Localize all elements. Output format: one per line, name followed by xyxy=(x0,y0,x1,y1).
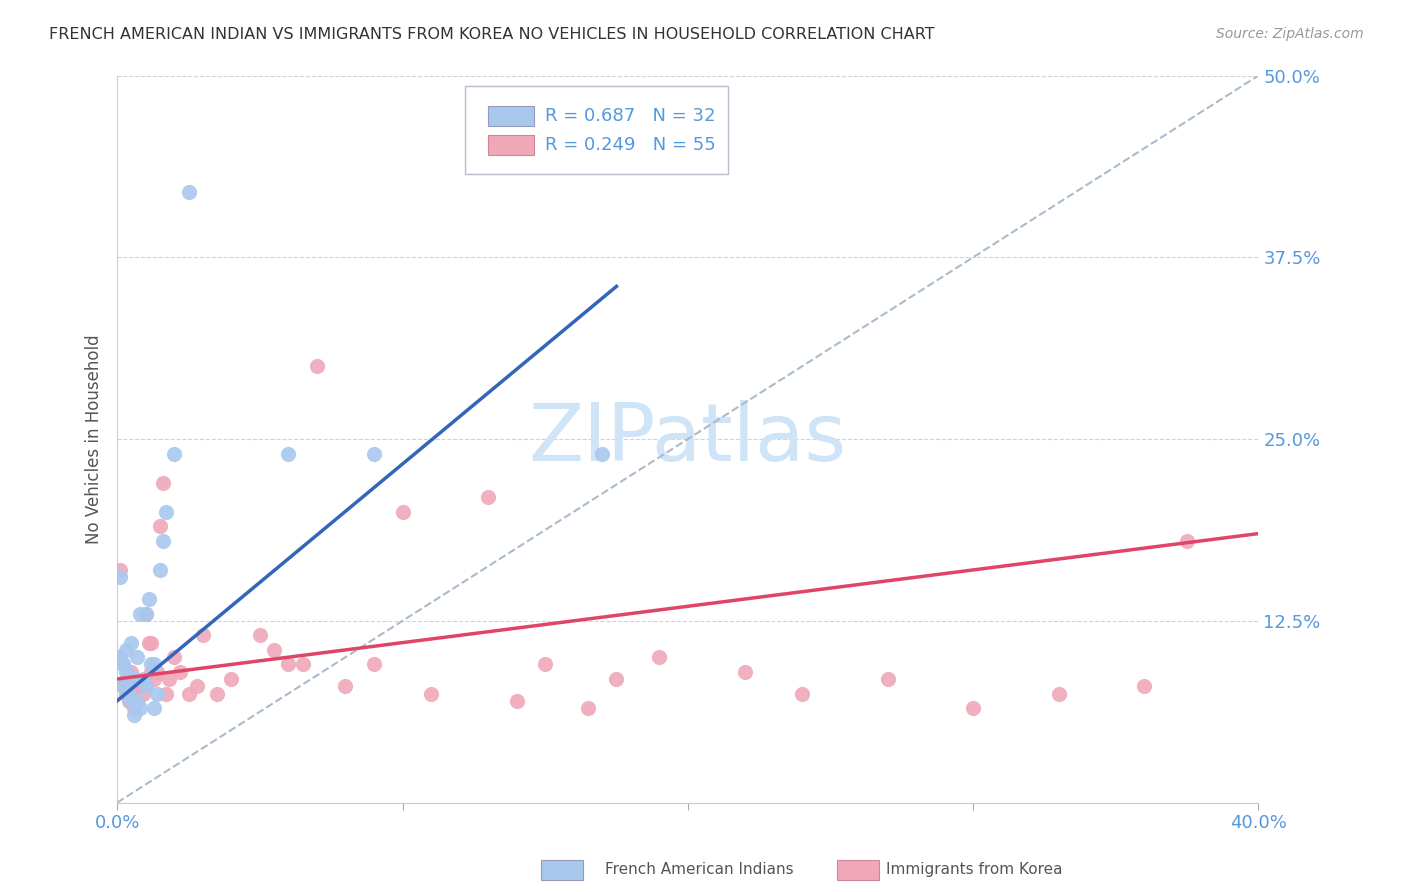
Point xyxy=(124,708,146,723)
Point xyxy=(129,607,152,621)
Point xyxy=(163,650,186,665)
Point xyxy=(111,679,134,693)
Point xyxy=(120,687,142,701)
Point xyxy=(1133,679,1156,693)
Point xyxy=(108,570,131,584)
Point xyxy=(205,687,228,701)
Point xyxy=(363,657,385,672)
Point xyxy=(790,687,813,701)
Point xyxy=(143,672,166,686)
Point xyxy=(591,447,613,461)
Point xyxy=(124,679,146,693)
Point xyxy=(132,672,155,686)
Point xyxy=(141,665,163,679)
Point xyxy=(132,687,155,701)
Point xyxy=(962,701,984,715)
Point xyxy=(420,687,443,701)
Point xyxy=(141,657,163,672)
Point xyxy=(120,635,142,649)
Point xyxy=(149,519,172,533)
Text: R = 0.687   N = 32: R = 0.687 N = 32 xyxy=(546,106,716,125)
Point xyxy=(534,657,557,672)
Point xyxy=(1047,687,1070,701)
Point xyxy=(605,672,627,686)
Point xyxy=(135,607,157,621)
Point xyxy=(249,628,271,642)
Point xyxy=(108,650,131,665)
Point xyxy=(155,505,177,519)
Point xyxy=(135,679,157,693)
Y-axis label: No Vehicles in Household: No Vehicles in Household xyxy=(86,334,103,544)
Point xyxy=(335,679,357,693)
Point xyxy=(305,359,328,374)
Point xyxy=(169,665,191,679)
FancyBboxPatch shape xyxy=(488,106,534,127)
Point xyxy=(127,679,149,693)
Text: ZIPatlas: ZIPatlas xyxy=(529,400,846,478)
Point xyxy=(576,701,599,715)
Point xyxy=(127,694,149,708)
Point xyxy=(157,672,180,686)
Point xyxy=(111,657,134,672)
Point xyxy=(1175,533,1198,548)
Point xyxy=(505,694,527,708)
Point xyxy=(114,643,136,657)
Point xyxy=(108,563,131,577)
Point xyxy=(263,643,285,657)
Point xyxy=(149,563,172,577)
Point xyxy=(124,672,146,686)
Point xyxy=(129,701,152,715)
Point xyxy=(146,665,169,679)
Point xyxy=(138,592,160,607)
Point xyxy=(141,635,163,649)
Point xyxy=(143,701,166,715)
Point xyxy=(111,679,134,693)
Point xyxy=(117,672,139,686)
Text: Immigrants from Korea: Immigrants from Korea xyxy=(886,863,1063,877)
Point xyxy=(221,672,243,686)
Point xyxy=(135,679,157,693)
Point xyxy=(127,650,149,665)
Point xyxy=(117,694,139,708)
Point xyxy=(163,447,186,461)
Point xyxy=(363,447,385,461)
FancyBboxPatch shape xyxy=(488,136,534,155)
Point xyxy=(155,687,177,701)
Point xyxy=(277,447,299,461)
Point xyxy=(114,687,136,701)
Point xyxy=(117,672,139,686)
Point xyxy=(117,687,139,701)
Point xyxy=(391,505,413,519)
Point xyxy=(177,687,200,701)
Text: French American Indians: French American Indians xyxy=(605,863,793,877)
Point xyxy=(277,657,299,672)
Point xyxy=(477,490,499,504)
Text: FRENCH AMERICAN INDIAN VS IMMIGRANTS FROM KOREA NO VEHICLES IN HOUSEHOLD CORRELA: FRENCH AMERICAN INDIAN VS IMMIGRANTS FRO… xyxy=(49,27,935,42)
Point xyxy=(146,687,169,701)
Point xyxy=(124,701,146,715)
Point xyxy=(143,657,166,672)
Point xyxy=(120,665,142,679)
Text: R = 0.249   N = 55: R = 0.249 N = 55 xyxy=(546,136,716,153)
Point xyxy=(135,607,157,621)
Point xyxy=(876,672,898,686)
Point xyxy=(152,475,174,490)
Point xyxy=(108,650,131,665)
Point xyxy=(114,665,136,679)
Point xyxy=(129,679,152,693)
Point xyxy=(291,657,314,672)
Point xyxy=(191,628,214,642)
Point xyxy=(648,650,671,665)
FancyBboxPatch shape xyxy=(465,87,728,174)
Point xyxy=(186,679,208,693)
Point xyxy=(177,185,200,199)
Point xyxy=(152,533,174,548)
Text: Source: ZipAtlas.com: Source: ZipAtlas.com xyxy=(1216,27,1364,41)
Point xyxy=(111,657,134,672)
Point xyxy=(138,635,160,649)
Point xyxy=(734,665,756,679)
Point xyxy=(120,694,142,708)
Point xyxy=(114,672,136,686)
